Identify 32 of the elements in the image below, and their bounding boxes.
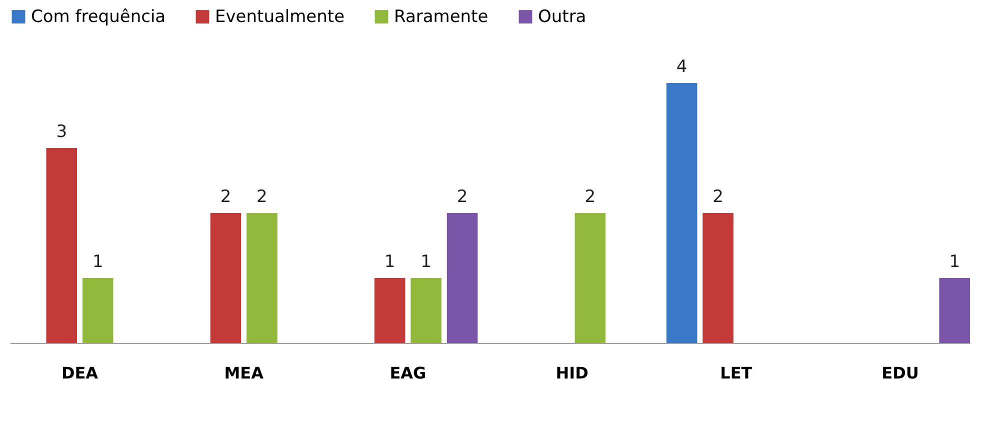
data-label: 1 bbox=[949, 252, 960, 272]
data-label: 1 bbox=[384, 252, 396, 272]
data-label: 2 bbox=[256, 187, 268, 207]
data-label: 1 bbox=[92, 252, 104, 272]
bar bbox=[46, 148, 78, 343]
legend-label: Outra bbox=[538, 6, 586, 27]
data-label: 3 bbox=[56, 122, 68, 142]
bar bbox=[410, 278, 442, 343]
bar bbox=[939, 278, 970, 343]
data-label: 2 bbox=[220, 187, 232, 207]
x-tick-label: EDU bbox=[882, 364, 919, 382]
bar bbox=[246, 213, 278, 343]
data-label: 2 bbox=[456, 187, 468, 207]
bar bbox=[666, 83, 698, 343]
data-label: 1 bbox=[420, 252, 432, 272]
bar bbox=[702, 213, 734, 343]
data-label: 4 bbox=[676, 57, 688, 77]
bar bbox=[446, 213, 478, 343]
x-tick-label: LET bbox=[720, 364, 752, 382]
x-tick-label: MEA bbox=[224, 364, 264, 382]
data-label: 2 bbox=[584, 187, 596, 207]
bar bbox=[374, 278, 406, 343]
bar bbox=[574, 213, 606, 343]
bar bbox=[210, 213, 242, 343]
legend-label: Com frequência bbox=[31, 6, 166, 27]
bar bbox=[82, 278, 114, 343]
data-label: 2 bbox=[712, 187, 724, 207]
legend-label: Eventualmente bbox=[215, 6, 345, 27]
legend-label: Raramente bbox=[394, 6, 488, 27]
x-tick-label: DEA bbox=[61, 364, 99, 382]
x-tick-label: HID bbox=[556, 364, 588, 382]
x-tick-label: EAG bbox=[390, 364, 426, 382]
